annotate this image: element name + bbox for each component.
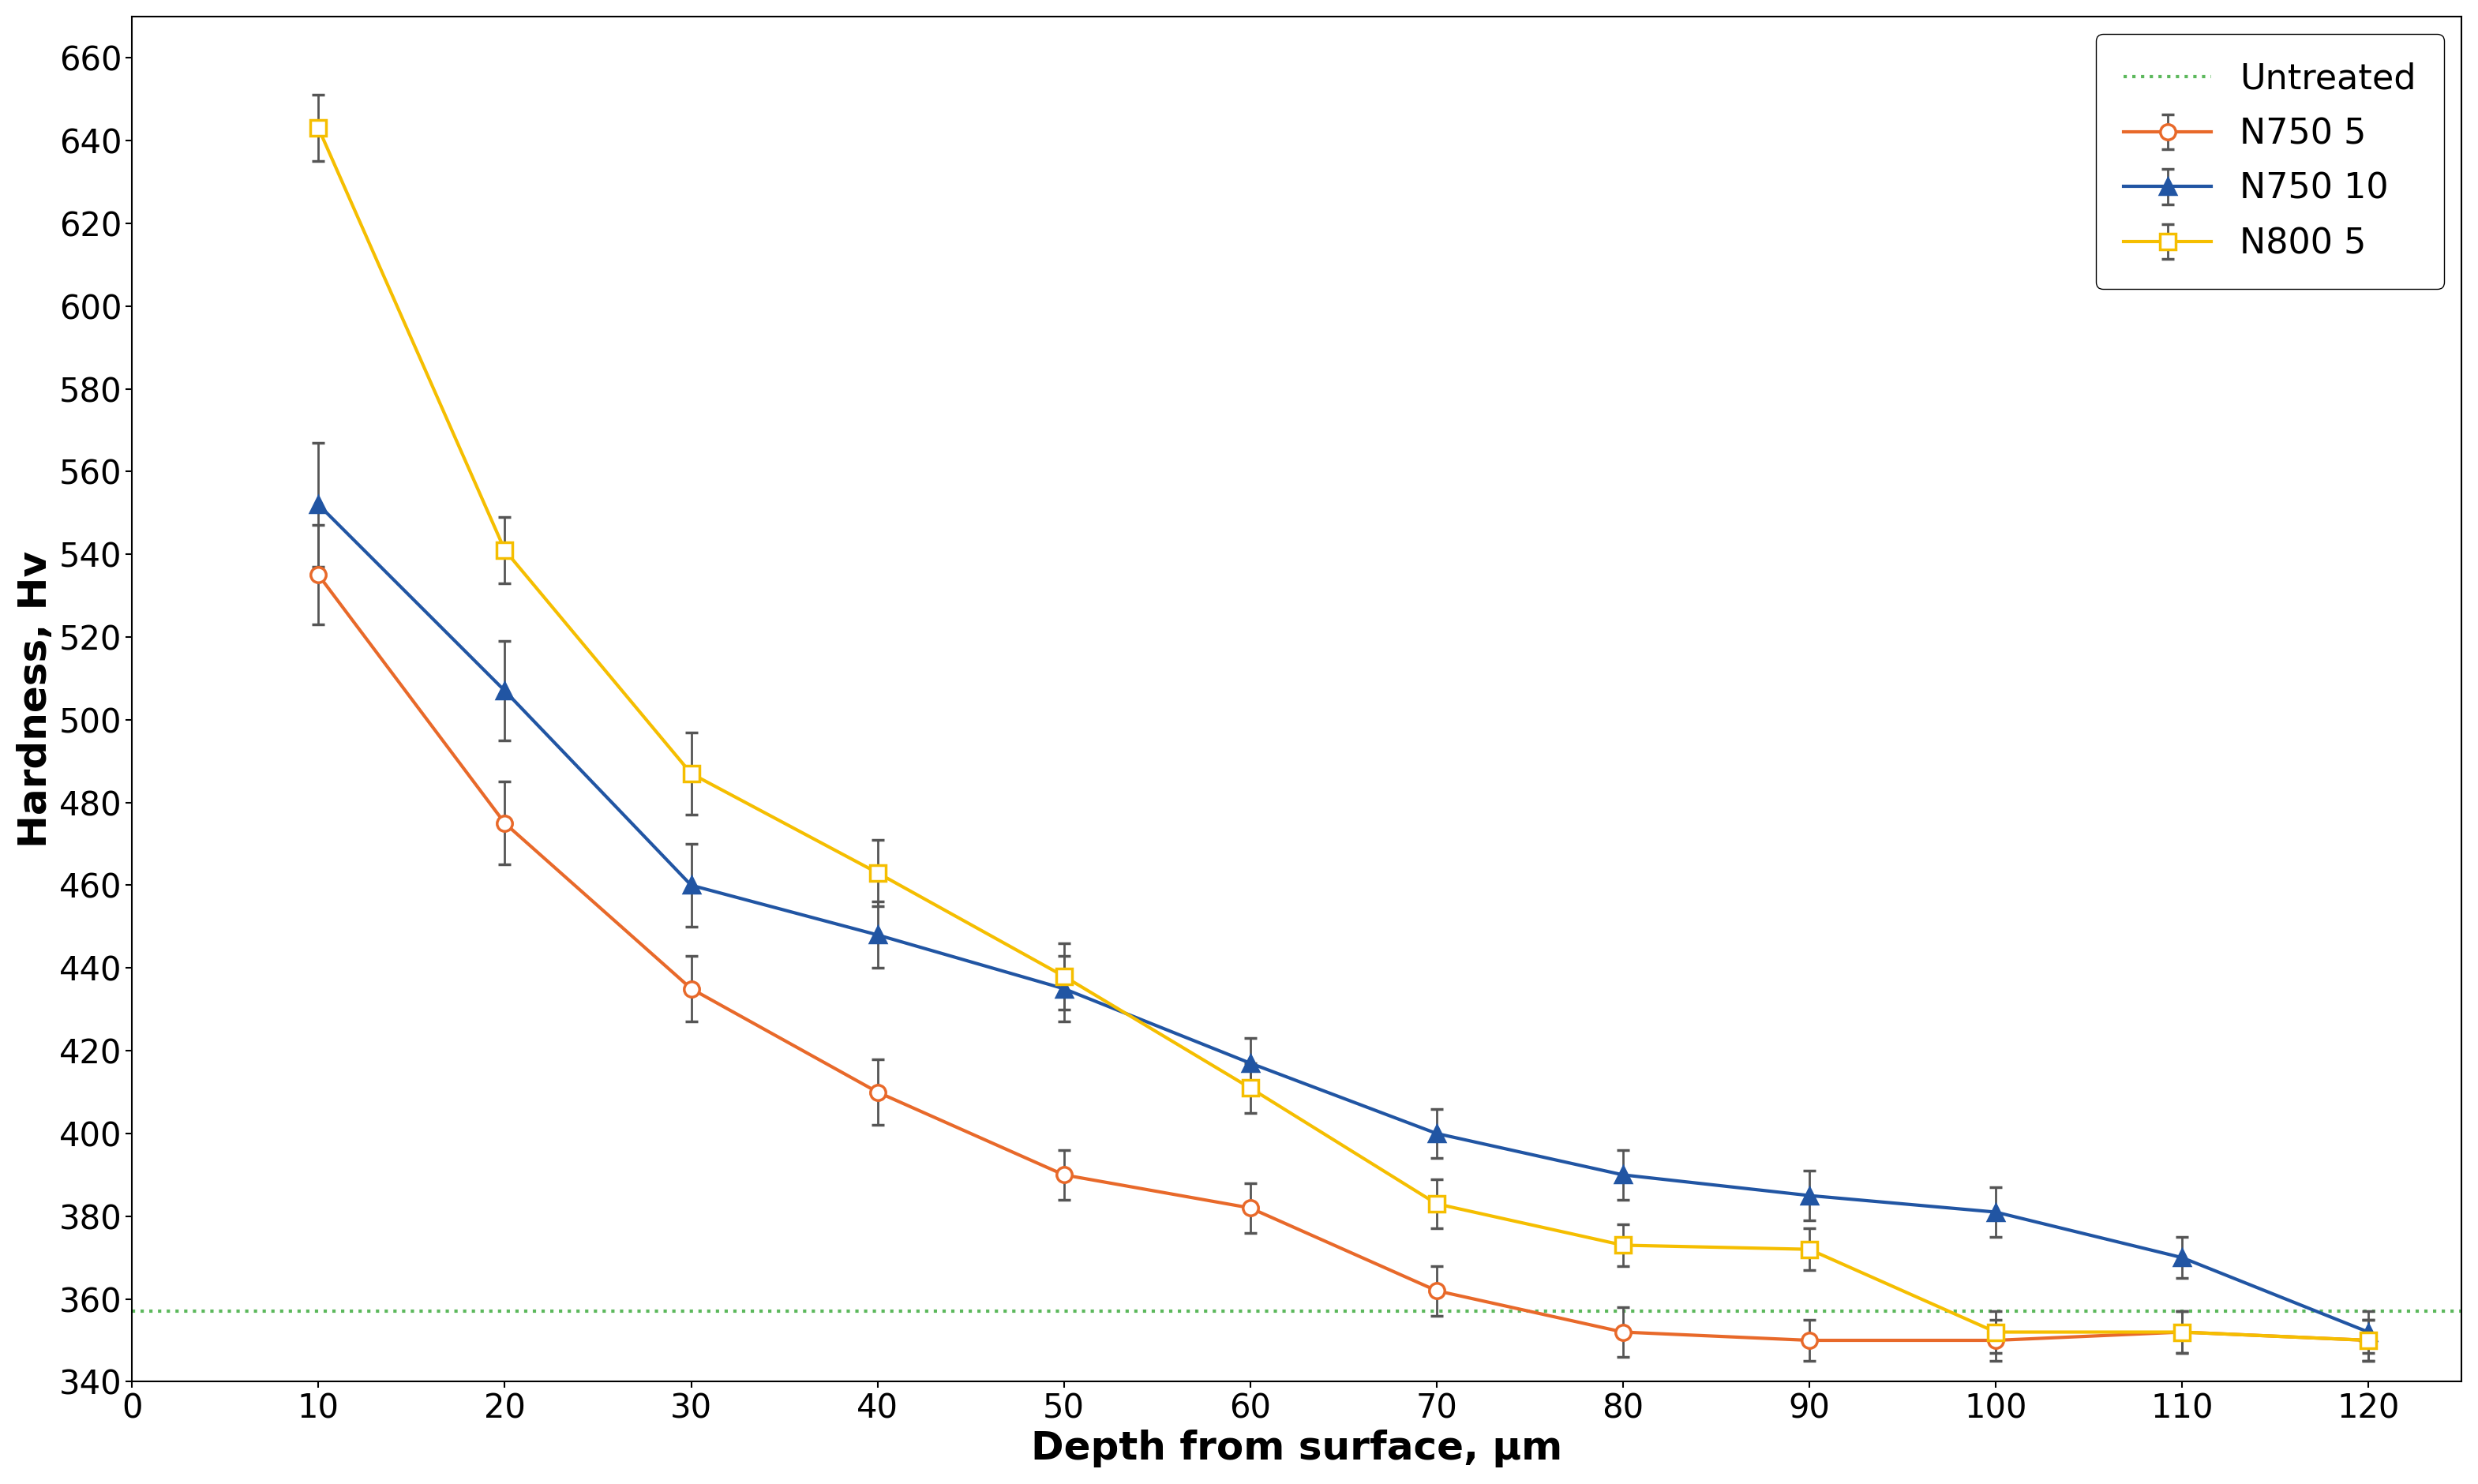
Legend: Untreated, N750 5, N750 10, N800 5: Untreated, N750 5, N750 10, N800 5 <box>2096 34 2443 289</box>
X-axis label: Depth from surface, μm: Depth from surface, μm <box>1031 1429 1564 1468</box>
Y-axis label: Hardness, Hv: Hardness, Hv <box>17 551 55 847</box>
